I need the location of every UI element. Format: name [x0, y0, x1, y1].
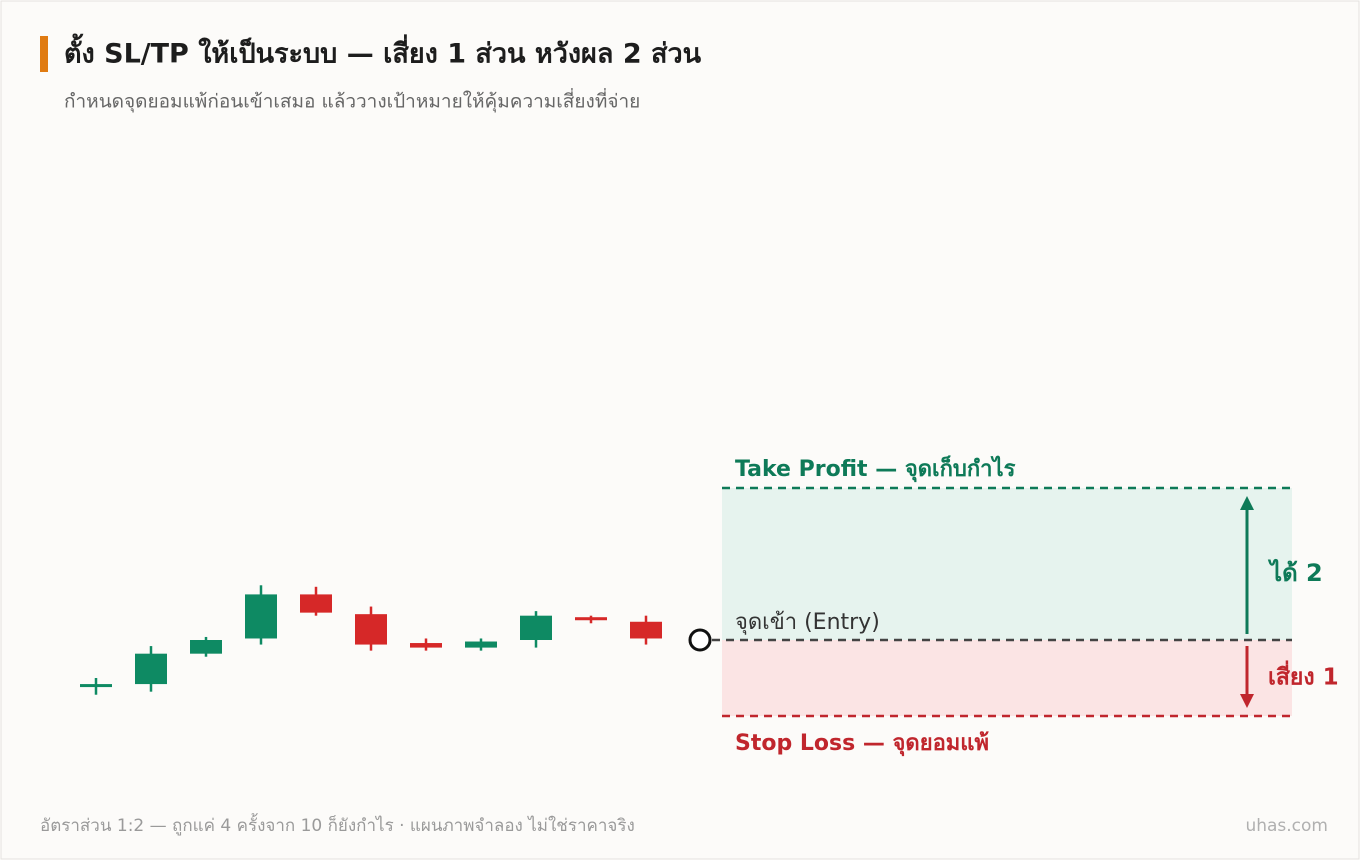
title-accent: [40, 36, 48, 72]
candle-body: [355, 614, 387, 645]
reward-zone: [722, 488, 1292, 640]
chart-title: ตั้ง SL/TP ให้เป็นระบบ — เสี่ยง 1 ส่วน ห…: [64, 33, 702, 70]
take-profit-label: Take Profit — จุดเก็บกำไร: [735, 454, 1016, 483]
entry-point: [688, 628, 712, 652]
reward-label: ได้ 2: [1267, 558, 1323, 587]
chart-subtitle: กำหนดจุดยอมแพ้ก่อนเข้าเสมอ แล้ววางเป้าหม…: [64, 88, 640, 114]
entry-label: จุดเข้า (Entry): [735, 610, 880, 635]
candle-body: [300, 594, 332, 613]
candle-body: [245, 594, 277, 639]
candle-body: [630, 621, 662, 639]
candle-body: [575, 617, 607, 621]
candle-body: [520, 615, 552, 640]
risk-label: เสี่ยง 1: [1268, 660, 1339, 691]
footer: อัตราส่วน 1:2 — ถูกแค่ 4 ครั้งจาก 10 ก็ย…: [40, 813, 635, 836]
reward-arrow-head: [1240, 496, 1254, 510]
candle-body: [465, 641, 497, 648]
brand: uhas.com: [1245, 816, 1328, 836]
stop-loss-label: Stop Loss — จุดยอมแพ้: [735, 731, 989, 757]
candle-body: [80, 684, 112, 688]
candle-body: [190, 640, 222, 654]
risk-arrow-head: [1240, 694, 1254, 708]
candle-body: [410, 643, 442, 648]
candle-body: [135, 653, 167, 685]
risk-zone: [722, 640, 1292, 716]
